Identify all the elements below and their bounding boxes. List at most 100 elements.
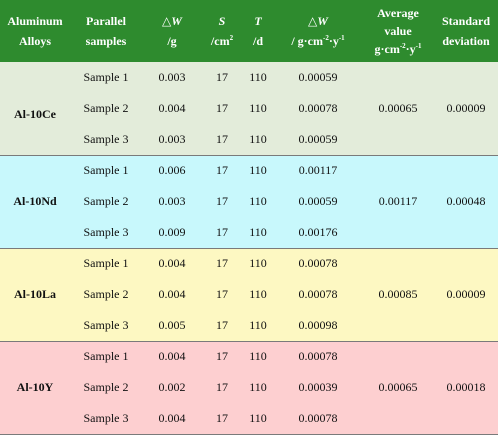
- sample-label: Sample 2: [83, 380, 129, 394]
- time-value: 110: [242, 217, 274, 249]
- header-s-unit: /cm: [210, 34, 230, 48]
- surface-area-value: 17: [216, 256, 228, 271]
- table-header: Aluminum Alloys Parallel samples △W /g S: [0, 0, 498, 62]
- header-average-line-2: value: [384, 23, 412, 38]
- average-value-al-10nd: 0.00117: [362, 155, 434, 249]
- header-parallel-line-2: samples: [85, 34, 127, 48]
- surface-area-value: 17: [202, 403, 242, 435]
- weight-loss-value: 0.003: [142, 124, 202, 156]
- std-deviation-al-10la: 0.00009: [434, 248, 498, 342]
- sample-label: Sample 2: [83, 194, 129, 208]
- surface-area-value: 17: [202, 310, 242, 342]
- header-rate-exp-a: -2: [322, 34, 329, 42]
- surface-area-value: 17: [216, 101, 228, 115]
- weight-loss-value: 0.005: [142, 310, 202, 342]
- sample-label: Sample 3: [70, 124, 142, 156]
- sample-label: Sample 2: [83, 287, 129, 301]
- header-rate-unit-a: / g·cm: [291, 34, 323, 48]
- table-row: Al-10Ce Sample 1 0.003 17 110 0.00059 0.00065 0…: [0, 62, 498, 156]
- header-dw-symbol: △W: [162, 14, 182, 28]
- alloy-name-al-10ce: Al-10Ce: [0, 62, 70, 156]
- header-rate-exp-b: -1: [338, 34, 345, 42]
- header-parallel-samples: Parallel samples: [70, 0, 142, 62]
- header-s-exponent: 2: [229, 34, 234, 42]
- header-rate-unit-b: ·y: [328, 34, 339, 48]
- time-value: 110: [242, 310, 274, 342]
- header-average-value: Average value g·cm-2·y-1: [362, 0, 434, 62]
- sample-label: Sample 1: [83, 349, 129, 364]
- header-surface-area: S /cm2: [202, 0, 242, 62]
- weight-loss-value: 0.009: [142, 217, 202, 249]
- corrosion-rate-value: 0.00059: [274, 124, 362, 156]
- alloy-name-al-10nd: Al-10Nd: [0, 155, 70, 249]
- header-aluminum-alloys: Aluminum Alloys: [0, 0, 70, 62]
- corrosion-rate-value: 0.00078: [274, 403, 362, 435]
- corrosion-rate-value: 0.00176: [274, 217, 362, 249]
- header-weight-loss: △W /g: [142, 0, 202, 62]
- header-alloys-line-1: Aluminum: [7, 14, 63, 28]
- sample-label: Sample 1: [83, 163, 129, 178]
- time-value: 110: [249, 101, 267, 115]
- header-std-line-2: deviation: [442, 34, 490, 48]
- surface-area-value: 17: [216, 70, 228, 84]
- average-value-al-10la: 0.00085: [362, 248, 434, 342]
- header-s-symbol: S: [218, 14, 226, 28]
- sample-label: Sample 3: [70, 310, 142, 342]
- header-average-line-1: Average: [377, 5, 419, 20]
- weight-loss-value: 0.006: [158, 163, 186, 178]
- header-corrosion-rate: △W / g·cm-2·y-1: [274, 0, 362, 62]
- weight-loss-value: 0.004: [158, 349, 186, 364]
- corrosion-rate-value: 0.00078: [298, 101, 338, 115]
- surface-area-value: 17: [216, 194, 228, 208]
- sample-label: Sample 1: [83, 70, 129, 84]
- header-std-line-1: Standard: [441, 14, 491, 28]
- sample-label: Sample 2: [83, 101, 129, 115]
- time-value: 110: [249, 70, 267, 84]
- corrosion-rate-value: 0.00078: [298, 287, 338, 301]
- time-value: 110: [249, 287, 267, 301]
- header-row: Aluminum Alloys Parallel samples △W /g S: [0, 0, 498, 62]
- weight-loss-value: 0.004: [158, 287, 186, 301]
- corrosion-rate-value: 0.00039: [298, 380, 338, 394]
- weight-loss-value: 0.004: [158, 101, 186, 115]
- weight-loss-value: 0.002: [158, 380, 186, 394]
- std-deviation-al-10y: 0.00018: [434, 341, 498, 435]
- alloy-name-al-10la: Al-10La: [0, 248, 70, 342]
- header-average-exp-a: -2: [399, 41, 406, 50]
- header-parallel-line-1: Parallel: [86, 14, 126, 28]
- surface-area-value: 17: [216, 349, 228, 364]
- corrosion-rate-value: 0.00059: [298, 70, 338, 84]
- time-value: 110: [249, 380, 267, 394]
- surface-area-value: 17: [216, 163, 228, 178]
- header-average-exp-b: -1: [415, 41, 422, 50]
- header-time: T /d: [242, 0, 274, 62]
- header-average-unit-b: ·y: [405, 41, 416, 56]
- table-row: Al-10Nd Sample 1 0.006 17 110 0.00117 0.00117 0…: [0, 155, 498, 249]
- corrosion-rate-value: 0.00098: [274, 310, 362, 342]
- table-row: Al-10Y Sample 1 0.004 17 110 0.00078 0.00065 0.…: [0, 341, 498, 435]
- surface-area-value: 17: [202, 124, 242, 156]
- average-value-al-10ce: 0.00065: [362, 62, 434, 156]
- weight-loss-value: 0.003: [158, 194, 186, 208]
- header-standard-deviation: Standard deviation: [434, 0, 498, 62]
- table-row: Al-10La Sample 1 0.004 17 110 0.00078 0.00085 0…: [0, 248, 498, 342]
- time-value: 110: [249, 256, 267, 271]
- std-deviation-al-10ce: 0.00009: [434, 62, 498, 156]
- std-deviation-al-10nd: 0.00048: [434, 155, 498, 249]
- corrosion-rate-value: 0.00117: [298, 163, 338, 178]
- sample-label: Sample 3: [70, 217, 142, 249]
- header-dw-unit: /g: [167, 34, 177, 48]
- table-body: Al-10Ce Sample 1 0.003 17 110 0.00059 0.00065 0…: [0, 62, 498, 435]
- header-t-unit: /d: [252, 34, 263, 48]
- surface-area-value: 17: [216, 380, 228, 394]
- time-value: 110: [249, 194, 267, 208]
- sample-label: Sample 1: [83, 256, 129, 271]
- corrosion-rate-value: 0.00059: [298, 194, 338, 208]
- alloy-name-al-10y: Al-10Y: [0, 341, 70, 435]
- sample-label: Sample 3: [70, 403, 142, 435]
- time-value: 110: [249, 163, 267, 178]
- header-t-symbol: T: [254, 14, 262, 28]
- corrosion-rate-value: 0.00078: [298, 349, 338, 364]
- header-alloys-line-2: Alloys: [18, 34, 51, 48]
